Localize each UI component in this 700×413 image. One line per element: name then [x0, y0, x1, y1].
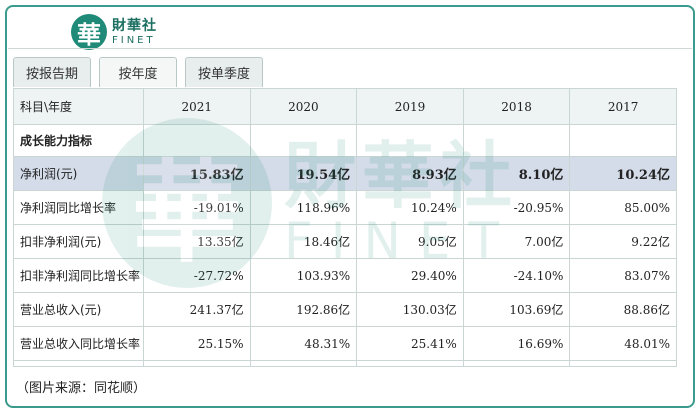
- cell-value: -27.72%: [143, 258, 251, 293]
- table-body: 净利润(元) 15.83亿 19.54亿 8.93亿 8.10亿 10.24亿 净利润同比增…: [13, 156, 677, 361]
- financial-table: 科目\年度 2021 2020 2019 2018 2017 成长能力指标 净利…: [13, 88, 677, 367]
- row-label: 扣非净利润(元): [13, 224, 144, 259]
- cell-value: 103.93%: [249, 258, 358, 293]
- financial-table-container: 科目\年度 2021 2020 2019 2018 2017 成长能力指标 净利…: [13, 88, 677, 367]
- header-divider: [8, 48, 692, 49]
- cell-value: 83.07%: [569, 258, 677, 293]
- cell-value: 8.93亿: [356, 156, 464, 191]
- table-row[interactable]: 营业总收入(元) 241.37亿 192.86亿 130.03亿 103.69亿 88.8…: [13, 292, 677, 327]
- row-label: 净利润同比增长率: [13, 190, 144, 225]
- cell-value: 118.96%: [249, 190, 358, 225]
- cell-value: 8.10亿: [462, 156, 571, 191]
- table-row[interactable]: 营业总收入同比增长率 25.15% 48.31% 25.41% 16.69% 48.01%: [13, 326, 677, 361]
- cell-value: 88.86亿: [569, 292, 677, 327]
- cell-value: 10.24亿: [569, 156, 677, 191]
- year-header[interactable]: 2019: [356, 88, 464, 125]
- tab-by-quarter[interactable]: 按单季度: [185, 57, 263, 87]
- table-row[interactable]: 扣非净利润同比增长率 -27.72% 103.93% 29.40% -24.10% 83.…: [13, 258, 677, 293]
- row-label: 营业总收入同比增长率: [13, 326, 144, 361]
- logo-name-en: FINET: [112, 34, 156, 46]
- logo-name-cn: 財華社: [112, 17, 157, 34]
- section-title: 成长能力指标: [13, 124, 144, 157]
- cell-value: 9.05亿: [356, 224, 464, 259]
- cell-value: 25.15%: [143, 326, 251, 361]
- image-source-caption: （图片来源：同花顺）: [16, 381, 147, 396]
- section-row: 成长能力指标: [13, 124, 677, 157]
- table-row[interactable]: 净利润同比增长率 -19.01% 118.96% 10.24% -20.95% 85.00…: [13, 190, 677, 225]
- cell-value: 48.31%: [249, 326, 358, 361]
- cell-value: 9.22亿: [569, 224, 677, 259]
- logo-text: 財華社 FINET: [112, 19, 157, 46]
- cell-value: 130.03亿: [356, 292, 464, 327]
- cell-value: 25.41%: [356, 326, 464, 361]
- cell-value: 48.01%: [569, 326, 677, 361]
- year-header[interactable]: 2017: [569, 88, 677, 125]
- cell-value: 85.00%: [569, 190, 677, 225]
- cell-value: 19.54亿: [249, 156, 358, 191]
- cell-value: -20.95%: [462, 190, 571, 225]
- cell-value: -19.01%: [143, 190, 251, 225]
- year-header[interactable]: 2018: [462, 88, 571, 125]
- tab-by-report-period[interactable]: 按报告期: [13, 57, 91, 87]
- cell-value: 7.00亿: [462, 224, 571, 259]
- finet-logo: 華 財華社 FINET: [71, 13, 157, 51]
- cell-value: 16.69%: [462, 326, 571, 361]
- logo-mark-icon: 華: [71, 14, 107, 50]
- table-footer-spacer: [13, 360, 677, 367]
- year-header[interactable]: 2020: [249, 88, 358, 125]
- cell-value: 18.46亿: [249, 224, 358, 259]
- row-label: 净利润(元): [13, 156, 144, 191]
- table-row[interactable]: 净利润(元) 15.83亿 19.54亿 8.93亿 8.10亿 10.24亿: [13, 156, 677, 191]
- table-row[interactable]: 扣非净利润(元) 13.35亿 18.46亿 9.05亿 7.00亿 9.22亿: [13, 224, 677, 259]
- cell-value: 241.37亿: [143, 292, 251, 327]
- year-header[interactable]: 2021: [143, 88, 251, 125]
- cell-value: 13.35亿: [143, 224, 251, 259]
- cell-value: 29.40%: [356, 258, 464, 293]
- period-tabs: 按报告期 按年度 按单季度: [13, 57, 271, 87]
- cell-value: 10.24%: [356, 190, 464, 225]
- cell-value: -24.10%: [462, 258, 571, 293]
- header-label: 科目\年度: [13, 88, 144, 125]
- table-header-row: 科目\年度 2021 2020 2019 2018 2017: [13, 88, 677, 125]
- cell-value: 103.69亿: [462, 292, 571, 327]
- cell-value: 15.83亿: [143, 156, 251, 191]
- cell-value: 192.86亿: [249, 292, 358, 327]
- row-label: 扣非净利润同比增长率: [13, 258, 144, 293]
- tab-by-year[interactable]: 按年度: [99, 57, 177, 87]
- row-label: 营业总收入(元): [13, 292, 144, 327]
